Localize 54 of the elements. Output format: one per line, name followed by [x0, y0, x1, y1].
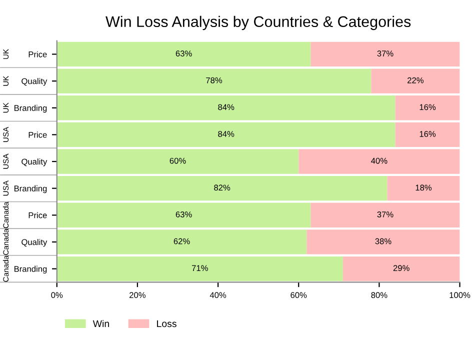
bar	[56, 96, 396, 120]
y-tick-label: Branding	[14, 266, 47, 274]
bar	[298, 149, 460, 174]
y-tick-label: Quality	[22, 78, 48, 86]
bar	[395, 122, 460, 148]
x-tick-label: 20%	[130, 292, 146, 298]
y-tick-label: Price	[28, 212, 47, 218]
data-label: 37%	[377, 211, 394, 218]
x-tick-label: 0%	[51, 292, 63, 298]
data-label: 16%	[420, 104, 436, 110]
data-label: 84%	[218, 104, 234, 110]
bar	[310, 42, 460, 67]
data-label: 38%	[375, 238, 392, 244]
bar	[387, 176, 460, 201]
data-label: 22%	[408, 77, 424, 84]
data-label: 63%	[176, 50, 192, 56]
x-tick-label: 80%	[371, 292, 388, 298]
bar	[342, 256, 460, 282]
bar	[310, 202, 460, 228]
data-label: 82%	[214, 184, 230, 191]
data-label: 18%	[416, 184, 432, 191]
x-tick-label: 100%	[450, 292, 470, 298]
bar	[56, 256, 343, 282]
data-label: 37%	[377, 50, 394, 56]
y-tick-label: Quality	[22, 158, 48, 166]
bar	[56, 176, 388, 201]
x-tick-label: 60%	[290, 292, 307, 298]
data-label: 60%	[170, 158, 186, 164]
bar	[395, 96, 460, 120]
y-tick-label: Price	[28, 51, 47, 58]
y-tick-label: Quality	[22, 238, 48, 247]
chart-title: Win Loss Analysis by Countries & Categories	[106, 16, 411, 30]
bar	[371, 68, 460, 94]
data-label: 62%	[174, 238, 190, 244]
data-label: 40%	[371, 158, 388, 164]
bar	[56, 68, 372, 94]
data-label: 71%	[192, 265, 208, 271]
bar	[56, 149, 299, 174]
data-label: 29%	[393, 265, 410, 272]
bar	[56, 202, 311, 228]
legend-label: Loss	[157, 320, 176, 328]
x-tick-label: 40%	[210, 292, 226, 298]
y-tick-label: Branding	[14, 104, 47, 113]
data-label: 84%	[218, 131, 234, 137]
data-label: 63%	[176, 211, 192, 218]
bar	[306, 230, 460, 254]
y-tick-label: Branding	[14, 185, 47, 194]
bar	[56, 42, 311, 67]
bar	[56, 230, 307, 254]
data-label: 16%	[420, 131, 436, 137]
data-label: 78%	[206, 77, 222, 84]
y-tick-label: Price	[28, 132, 47, 138]
legend-label: Win	[92, 320, 109, 328]
bar	[56, 122, 396, 148]
